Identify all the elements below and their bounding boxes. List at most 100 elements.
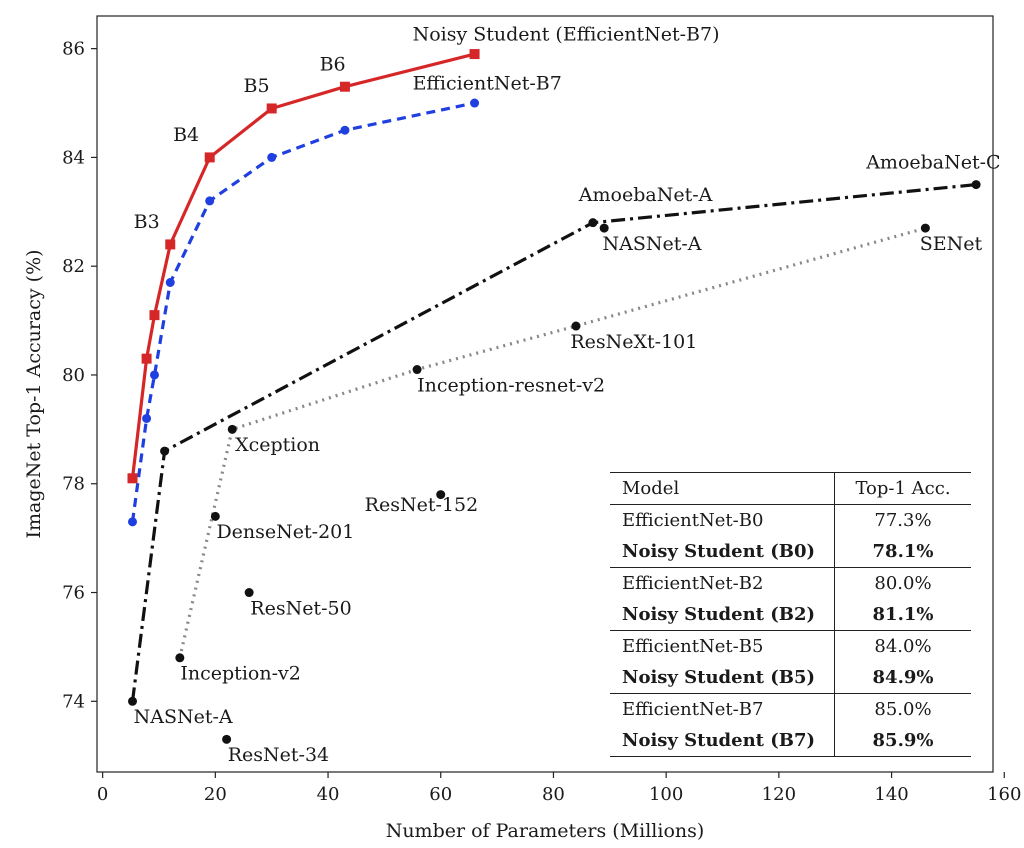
series-2-point [971, 180, 981, 190]
row-model: Noisy Student (B7) [610, 725, 835, 757]
series-0-point [141, 353, 152, 364]
row-model: EfficientNet-B2 [622, 573, 764, 594]
row-model: Noisy Student (B5) [610, 662, 835, 694]
axes: 0 20 40 60 80 100 120 140 160 74 76 78 80 82 84 86 [62, 15, 1021, 805]
row-acc: 84.9% [834, 662, 971, 694]
point-label: Xception [235, 434, 320, 456]
table-row: Noisy Student (B0) 78.1% [610, 536, 971, 568]
series-line-0 [130, 52, 475, 479]
point-label: Inception-resnet-v2 [417, 374, 605, 396]
table-row: Noisy Student (B2) 81.1% [610, 599, 971, 631]
point-label: SENet [920, 233, 983, 255]
series-2-point [160, 446, 170, 456]
row-acc: 81.1% [834, 599, 971, 631]
model-point [599, 223, 609, 233]
x-tick-label: 80 [542, 784, 565, 805]
series-1-point [149, 370, 159, 380]
series-0-point [127, 473, 138, 484]
series-3-point [920, 223, 930, 233]
plot-frame [96, 15, 994, 773]
y-tick-label: 84 [62, 147, 85, 168]
row-model: EfficientNet-B0 [622, 510, 764, 531]
row-acc: 77.3% [834, 504, 971, 536]
series-2-point [588, 218, 598, 228]
results-table: Model Top-1 Acc. EfficientNet-B0 77.3% N… [610, 472, 971, 757]
point-label: Inception-v2 [180, 663, 300, 685]
x-tick-label: 40 [317, 784, 340, 805]
point-label: ResNet-50 [250, 597, 351, 619]
row-acc: 78.1% [834, 536, 971, 568]
labels-layer: Noisy Student (EfficientNet-B7) Efficient… [134, 23, 1001, 766]
x-tick-label: 120 [762, 784, 796, 805]
table-header-row: Model Top-1 Acc. [610, 472, 971, 505]
y-tick-label: 86 [62, 39, 85, 60]
point-label: DenseNet-201 [216, 521, 354, 543]
table-row: EfficientNet-B0 77.3% [610, 504, 971, 536]
y-tick-label: 82 [62, 256, 85, 277]
series-1-point [470, 98, 480, 108]
series-layer [127, 49, 981, 744]
row-model: EfficientNet-B5 [622, 636, 764, 657]
y-tick-label: 76 [62, 583, 85, 604]
x-axis-label: Number of Parameters (Millions) [386, 820, 705, 842]
table-row: Noisy Student (B5) 84.9% [610, 662, 971, 694]
series-2-point [128, 696, 138, 706]
table-row: EfficientNet-B7 85.0% [610, 693, 971, 725]
series-0-point [204, 152, 215, 163]
header-model: Model [610, 472, 835, 505]
x-tick-label: 60 [429, 784, 452, 805]
point-label: NASNet-A [134, 706, 233, 728]
series-line-1 [130, 101, 475, 523]
series-1-point [340, 125, 350, 135]
series-0-point [339, 81, 350, 92]
point-label: NASNet-A [602, 233, 701, 255]
series-0-point [165, 239, 176, 250]
point-label: B6 [320, 53, 346, 75]
point-label: ResNet-152 [365, 494, 479, 516]
series-3-point [412, 365, 422, 375]
series-1-point [142, 413, 152, 423]
series-1-point [205, 196, 215, 206]
y-tick-label: 74 [62, 691, 85, 712]
series-3-point [571, 321, 581, 331]
point-label: AmoebaNet-A [578, 184, 713, 206]
point-label: B5 [244, 75, 270, 97]
x-tick-label: 20 [204, 784, 227, 805]
point-label: Noisy Student (EfficientNet-B7) [413, 23, 720, 45]
series-1-point [267, 152, 277, 162]
x-tick-label: 0 [97, 784, 108, 805]
series-0-point [266, 103, 277, 114]
point-label: EfficientNet-B7 [413, 72, 562, 94]
x-tick-label: 100 [649, 784, 683, 805]
x-tick-label: 160 [987, 784, 1021, 805]
x-tick-label: 140 [874, 784, 908, 805]
model-point [222, 734, 232, 744]
header-top1-acc: Top-1 Acc. [834, 472, 971, 505]
point-label: B3 [134, 211, 160, 233]
row-acc: 84.0% [834, 630, 971, 662]
model-point [210, 511, 220, 521]
table-row: EfficientNet-B2 80.0% [610, 567, 971, 599]
table-row: Noisy Student (B7) 85.9% [610, 725, 971, 757]
model-point [436, 490, 446, 500]
point-label: B4 [173, 124, 199, 146]
point-label: AmoebaNet-C [865, 151, 1000, 173]
series-1-point [165, 278, 175, 288]
row-acc: 85.0% [834, 693, 971, 725]
series-0-point [149, 310, 160, 321]
row-model: Noisy Student (B0) [610, 536, 835, 568]
row-acc: 80.0% [834, 567, 971, 599]
y-tick-label: 78 [62, 474, 85, 495]
series-line-2 [130, 183, 977, 702]
series-3-point [175, 653, 185, 663]
series-3-point [227, 424, 237, 434]
series-1-point [128, 517, 138, 527]
y-tick-label: 80 [62, 365, 85, 386]
row-model: Noisy Student (B2) [610, 599, 835, 631]
model-point [244, 588, 254, 598]
table-row: EfficientNet-B5 84.0% [610, 630, 971, 662]
y-axis-label: ImageNet Top-1 Accuracy (%) [23, 249, 45, 538]
point-label: ResNeXt-101 [570, 331, 697, 353]
series-0-point [469, 49, 480, 60]
